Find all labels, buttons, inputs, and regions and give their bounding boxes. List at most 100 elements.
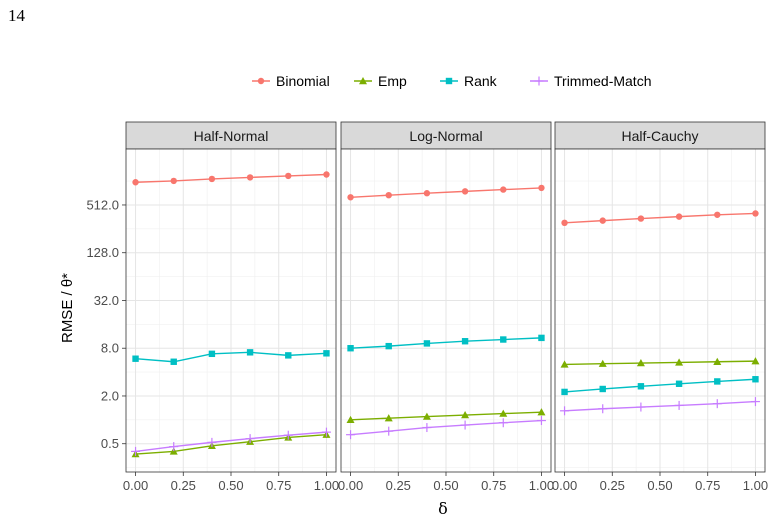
series-line-trimmed-match [135,431,327,453]
data-point-emp [422,412,431,420]
x-tick-label: 0.75 [481,478,506,493]
y-axis-title: RMSE / θ* [59,273,76,343]
data-point-rank [752,376,759,383]
y-tick-label: 8.0 [101,341,119,356]
legend-item-rank: Rank [440,73,498,89]
data-point-trimmed-match [636,402,646,412]
data-point-trimmed-match [750,397,760,407]
data-point-binomial [385,191,392,199]
facet-strip-label: Log-Normal [409,128,482,144]
data-point-binomial [246,174,254,181]
legend-key-marker [359,77,367,85]
y-tick-label: 2.0 [101,388,119,403]
data-point-rank [132,355,139,362]
data-point-trimmed-match [169,442,179,452]
y-tick-label: 128.0 [86,245,119,260]
data-point-rank [561,388,568,396]
legend-item-trimmed-match: Trimmed-Match [530,73,652,89]
data-point-trimmed-match [712,399,722,409]
series-line-rank [350,337,542,349]
data-point-emp [675,358,684,366]
facet-strip [125,121,337,150]
x-tick-label: 1.00 [314,478,339,493]
data-point-rank [208,350,216,358]
legend-label: Trimmed-Match [554,73,652,89]
data-point-emp [598,359,607,367]
facet-panel-half-normal: Half-Normal 0.00 0.25 0.50 0.75 1.00 [123,121,339,493]
x-tick-label: 0.25 [386,478,411,493]
data-point-trimmed-match [536,416,546,426]
data-point-binomial [208,175,216,183]
data-point-binomial [637,215,645,222]
legend: Binomial Emp Rank Trimmed-Match [252,73,652,89]
legend-key-marker [257,77,265,85]
data-point-emp [346,415,355,424]
series-line-trimmed-match [350,419,542,436]
data-point-binomial [423,190,431,197]
data-point-binomial [461,188,469,195]
x-tick-label: 0.75 [266,478,291,493]
data-point-binomial [599,217,606,224]
facet-strip [554,121,766,150]
data-point-rank [461,338,469,345]
data-point-rank [323,350,330,357]
data-point-emp [499,409,508,417]
x-tick-label: 0.50 [218,478,243,493]
data-point-rank [599,385,606,393]
facet-strip [340,121,552,150]
x-tick-label: 0.50 [647,478,672,493]
x-tick-label: 1.00 [529,478,554,493]
data-point-trimmed-match [131,446,141,456]
data-point-trimmed-match [674,400,684,410]
data-point-emp [560,360,569,368]
data-point-binomial [347,194,354,201]
data-point-trimmed-match [422,423,432,433]
data-point-binomial [675,213,683,220]
data-point-trimmed-match [283,430,293,440]
x-tick-label: 0.00 [338,478,363,493]
legend-label: Emp [378,73,407,89]
data-point-rank [675,380,683,387]
series-line-binomial [350,187,542,198]
y-axis-ticks: 0.5 2.0 8.0 32.0 128.0 512.0 [86,197,126,451]
data-point-rank [500,336,507,343]
data-point-rank [347,345,354,352]
x-tick-label: 0.25 [600,478,625,493]
data-point-trimmed-match [498,418,508,428]
data-point-trimmed-match [560,406,570,416]
y-tick-label: 0.5 [101,436,119,451]
legend-item-emp: Emp [354,73,407,89]
series-line-emp [564,360,756,366]
data-point-binomial [500,186,507,193]
data-point-emp [537,408,546,416]
data-point-binomial [285,172,292,180]
data-point-rank [285,352,292,359]
legend-key-marker [445,77,453,85]
legend-key-marker [534,76,544,86]
data-point-trimmed-match [460,420,470,430]
x-tick-label: 0.50 [433,478,458,493]
series-line-emp [350,411,542,421]
x-tick-label: 0.00 [123,478,148,493]
x-tick-label: 1.00 [743,478,768,493]
data-point-binomial [170,177,177,185]
series-line-emp [135,433,327,455]
data-point-binomial [714,211,721,218]
data-point-binomial [561,219,568,227]
data-point-emp [461,411,470,419]
data-point-trimmed-match [598,404,608,414]
data-point-binomial [752,210,759,217]
facet-panel-log-normal: Log-Normal 0.00 0.25 0.50 0.75 1.00 [338,121,554,493]
series-line-rank [135,351,327,363]
x-axis-title: δ [438,499,448,518]
data-point-rank [714,378,721,385]
series-line-binomial [564,212,756,224]
series-line-rank [564,378,756,393]
data-point-trimmed-match [346,430,356,440]
series-line-binomial [135,173,327,183]
y-tick-label: 512.0 [86,197,119,212]
legend-label: Rank [464,73,498,89]
facet-strip-label: Half-Cauchy [621,128,698,144]
